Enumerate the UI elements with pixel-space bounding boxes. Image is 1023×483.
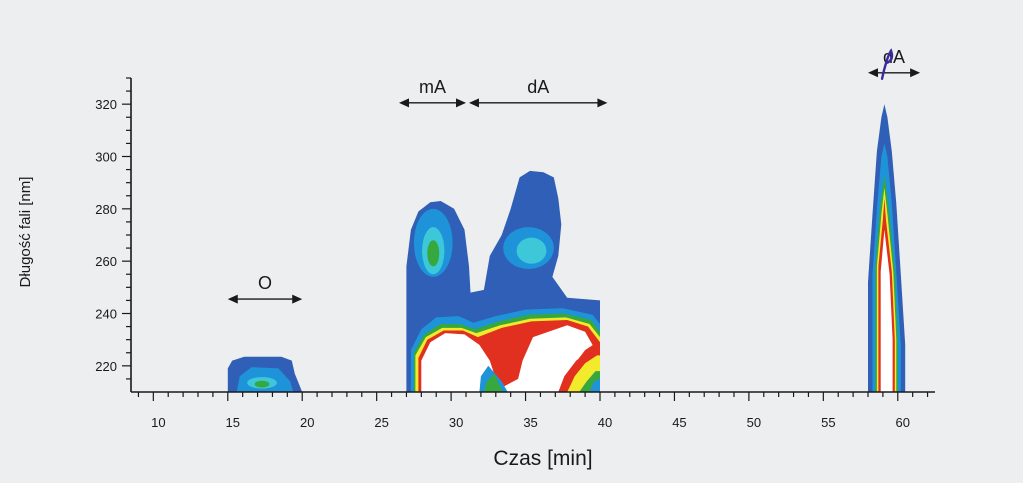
- peak-annotation-3-head-right: [597, 98, 608, 108]
- peak-mA-dA-contour-core: [421, 325, 594, 392]
- y-tick-label: 260: [95, 254, 117, 269]
- y-tick-label: 280: [95, 202, 117, 217]
- axes: 10 15 20 25 30 35 40 45 50 55 60 220 240 260 280 300 320: [95, 77, 935, 430]
- x-axis-title: Czas [min]: [493, 447, 592, 470]
- peak-annotation-2-head-left: [399, 98, 409, 108]
- peak-dA-contour-hot-blue: [589, 378, 600, 392]
- peak-annotation-3: dA: [468, 77, 608, 108]
- x-tick-label: 10: [151, 415, 165, 430]
- x-tick-label: 45: [672, 415, 686, 430]
- peak-annotation-3-head-left: [468, 98, 479, 108]
- x-tick-label: 50: [747, 415, 761, 430]
- tick-labels: 10 15 20 25 30 35 40 45 50 55 60 220 240 260 280 300 320: [95, 97, 910, 430]
- contour-plot-layer: [227, 104, 906, 392]
- x-tick-label: 15: [226, 415, 240, 430]
- peak-annotation-1-head-left: [227, 294, 238, 304]
- x-tick-label: 55: [821, 415, 835, 430]
- peak-annotation-1-label: O: [258, 273, 272, 293]
- peak-O-contour-green: [254, 380, 270, 388]
- peak-annotation-4: dA: [868, 47, 921, 78]
- peak-dA2-contour-core: [880, 229, 893, 392]
- peak-annotation-2-label: mA: [419, 77, 446, 97]
- peak-mA-contour-green: [427, 240, 440, 267]
- x-tick-label: 30: [449, 415, 463, 430]
- peak-dA-contour-cyan: [516, 237, 547, 264]
- tick-marks: [122, 77, 929, 401]
- x-tick-label: 25: [374, 415, 388, 430]
- peak-annotation-1: O: [227, 273, 303, 304]
- y-tick-label: 320: [95, 97, 117, 112]
- y-tick-label: 300: [95, 150, 117, 165]
- peak-annotation-2: mA: [399, 77, 466, 108]
- x-tick-label: 35: [523, 415, 537, 430]
- peak-annotation-1-head-right: [292, 294, 303, 304]
- peak-annotation-2-head-right: [456, 98, 466, 108]
- x-tick-label: 20: [300, 415, 314, 430]
- peak-annotation-3-label: dA: [527, 77, 549, 97]
- y-tick-label: 220: [95, 359, 117, 374]
- y-tick-label: 240: [95, 307, 117, 322]
- handwritten-pen-mark: [880, 48, 894, 80]
- x-tick-label: 60: [896, 415, 910, 430]
- x-tick-label: 40: [598, 415, 612, 430]
- peak-annotation-4-head-left: [868, 68, 878, 78]
- peak-annotation-4-head-right: [910, 68, 921, 78]
- peak-annotations: OmA dA dA: [227, 47, 921, 304]
- y-axis-title: Długość fali [nm]: [17, 177, 34, 288]
- peak-dA-contour-dip-green: [483, 373, 504, 392]
